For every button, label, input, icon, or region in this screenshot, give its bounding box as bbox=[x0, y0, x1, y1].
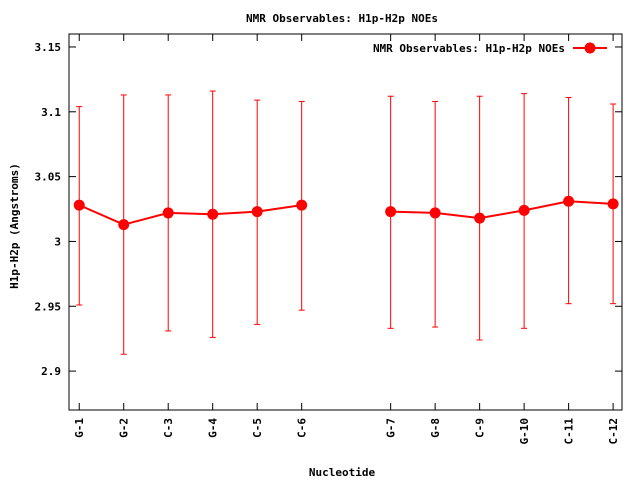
y-tick-label: 2.9 bbox=[41, 365, 61, 378]
x-tick-label: G-2 bbox=[118, 418, 131, 438]
x-tick-label: G-7 bbox=[385, 418, 398, 438]
y-tick-label: 3 bbox=[54, 235, 61, 248]
legend-marker bbox=[584, 42, 596, 54]
x-tick-label: C-6 bbox=[296, 418, 309, 438]
legend: NMR Observables: H1p-H2p NOEs bbox=[373, 42, 607, 55]
series-layer bbox=[73, 90, 619, 355]
y-tick-label: 3.05 bbox=[35, 171, 62, 184]
x-tick-label: C-5 bbox=[251, 418, 264, 438]
y-tick-label: 2.95 bbox=[35, 300, 62, 313]
series-line bbox=[78, 204, 302, 226]
series-line bbox=[390, 200, 614, 220]
data-point bbox=[251, 206, 263, 218]
x-tick-label: C-3 bbox=[162, 418, 175, 438]
data-point bbox=[162, 207, 174, 219]
x-tick-label: C-11 bbox=[563, 418, 576, 445]
legend-label: NMR Observables: H1p-H2p NOEs bbox=[373, 42, 565, 55]
x-tick-label: C-9 bbox=[474, 418, 487, 438]
data-point bbox=[207, 208, 219, 220]
x-tick-label: G-1 bbox=[73, 418, 86, 438]
data-point bbox=[118, 219, 130, 231]
x-tick-label: G-8 bbox=[429, 418, 442, 438]
data-point bbox=[429, 207, 441, 219]
data-point bbox=[385, 206, 397, 218]
x-tick-label: C-12 bbox=[607, 418, 620, 445]
x-tick-label: G-4 bbox=[207, 418, 220, 438]
chart-title: NMR Observables: H1p-H2p NOEs bbox=[246, 12, 438, 25]
data-point bbox=[296, 199, 308, 211]
y-tick-label: 3.1 bbox=[41, 106, 61, 119]
data-point bbox=[73, 199, 85, 211]
x-axis-label: Nucleotide bbox=[309, 466, 376, 479]
data-point bbox=[474, 212, 486, 224]
x-tick-label: G-10 bbox=[518, 418, 531, 445]
y-axis-label: H1p-H2p (Angstroms) bbox=[8, 163, 21, 289]
data-point bbox=[563, 195, 575, 207]
y-tick-label: 3.15 bbox=[35, 41, 62, 54]
plot-frame bbox=[68, 33, 623, 411]
x-axis: G-1 G-2 C-3 G-4 C-5 C-6 G-7 G-8 C-9 G-10 C-11 C-12 bbox=[73, 34, 620, 445]
data-point bbox=[518, 204, 530, 216]
data-point bbox=[607, 198, 619, 210]
y-axis: 2.9 2.95 3 3.05 3.1 3.15 bbox=[35, 41, 622, 378]
